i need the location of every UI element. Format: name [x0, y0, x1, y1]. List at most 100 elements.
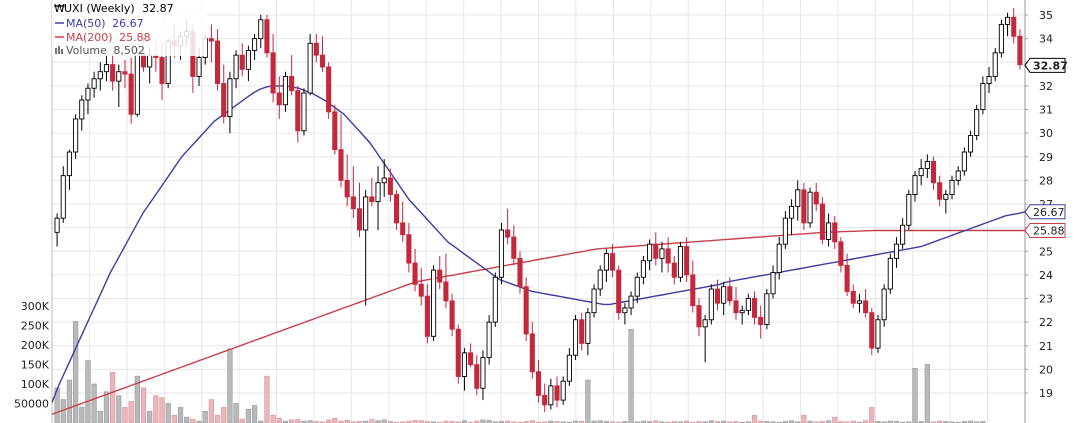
candle: [103, 55, 110, 82]
candle: [782, 211, 788, 249]
price-tick-label: 21: [1039, 340, 1053, 353]
ma50-layer: [51, 85, 1026, 403]
candle-body: [307, 42, 313, 94]
candle-body: [468, 352, 474, 366]
volume-bar: [980, 421, 986, 423]
candle: [721, 281, 727, 316]
candle-body: [924, 161, 930, 170]
volume-bar: [585, 379, 591, 423]
volume-bar: [653, 420, 659, 423]
volume-bar: [523, 421, 529, 423]
candle-body: [134, 52, 140, 115]
price-tick-label: 19: [1039, 387, 1053, 400]
volume-bar: [869, 407, 875, 423]
volume-bar: [443, 420, 449, 423]
volume-tick-label: 100K: [21, 378, 50, 391]
candle: [122, 59, 128, 89]
volume-bar: [807, 420, 813, 423]
candle: [998, 19, 1004, 58]
candle: [134, 48, 140, 117]
candle: [282, 71, 288, 112]
candle: [412, 248, 418, 292]
candle: [579, 312, 585, 351]
volume-bar: [319, 421, 326, 423]
volume-bar: [937, 420, 943, 423]
candle-body: [696, 305, 702, 328]
volume-bar: [245, 409, 252, 423]
candle-body: [647, 243, 653, 262]
candle: [603, 248, 609, 282]
candle: [887, 253, 893, 294]
candle-body: [356, 208, 363, 231]
candle-body: [474, 364, 480, 389]
candle: [795, 180, 801, 221]
volume-bar: [301, 420, 307, 423]
candle: [924, 154, 930, 179]
volume-bar: [622, 421, 628, 423]
candle-body: [677, 246, 684, 278]
candle-body: [572, 319, 579, 356]
candle: [677, 241, 684, 282]
volume-bar: [758, 420, 764, 423]
legend-ma200: MA(200) 25.88: [66, 31, 151, 44]
volume-bar: [646, 421, 653, 423]
candle: [338, 114, 344, 188]
candle: [221, 64, 227, 124]
legend-volume-label: Volume: [66, 44, 107, 57]
volume-bar: [795, 421, 801, 423]
candle: [770, 265, 776, 299]
candle: [776, 237, 782, 280]
ma200-line: [51, 229, 1025, 415]
candle-body: [653, 243, 659, 259]
candle-body: [159, 57, 165, 84]
volume-bar: [924, 364, 930, 423]
volume-bar: [863, 420, 869, 423]
candle: [276, 76, 282, 119]
volume-bar: [893, 421, 900, 423]
candle: [807, 187, 813, 228]
volume-bar: [381, 419, 387, 423]
volume-bar: [307, 420, 313, 423]
candle: [375, 166, 381, 230]
candle: [443, 253, 449, 308]
ma200-layer: [51, 229, 1025, 415]
candle: [659, 241, 665, 273]
legend-ma200-label: MA(200): [66, 31, 113, 44]
volume-bar: [751, 414, 758, 423]
candle-body: [597, 269, 603, 290]
volume-bar: [770, 421, 776, 423]
volume-bar: [270, 414, 276, 423]
ma50-line: [51, 85, 1026, 403]
candle-body: [610, 253, 616, 271]
ma200-badge-box: [1024, 222, 1066, 238]
candle: [751, 291, 758, 325]
volume-bar: [912, 368, 918, 423]
candle: [974, 104, 980, 141]
candle: [906, 189, 912, 230]
price-tick-label: 23: [1039, 293, 1053, 306]
candle: [239, 43, 245, 77]
volume-bar: [974, 421, 980, 423]
value-badges: 26.67 25.88 32.87: [1024, 57, 1068, 238]
price-tick-label: 25: [1039, 245, 1053, 258]
candle: [461, 348, 467, 391]
candle-body: [986, 75, 992, 84]
candle: [498, 222, 505, 285]
candle-body: [826, 222, 832, 240]
candle-body: [1005, 16, 1011, 25]
ma200-badge-text: 25.88: [1033, 224, 1065, 237]
volume-bar: [153, 395, 159, 423]
candle-body: [239, 54, 245, 70]
volume-bar: [338, 420, 344, 423]
volume-bar: [233, 403, 239, 423]
candle: [727, 277, 733, 306]
candle: [523, 277, 529, 342]
candle: [844, 253, 850, 297]
volume-tick-label: 200K: [21, 339, 50, 352]
ma50-badge-text: 26.67: [1033, 206, 1065, 219]
candle-body: [196, 57, 202, 77]
candle-body: [381, 177, 387, 184]
candle-body: [461, 352, 467, 377]
candle: [702, 315, 708, 363]
volume-bar: [85, 360, 91, 423]
